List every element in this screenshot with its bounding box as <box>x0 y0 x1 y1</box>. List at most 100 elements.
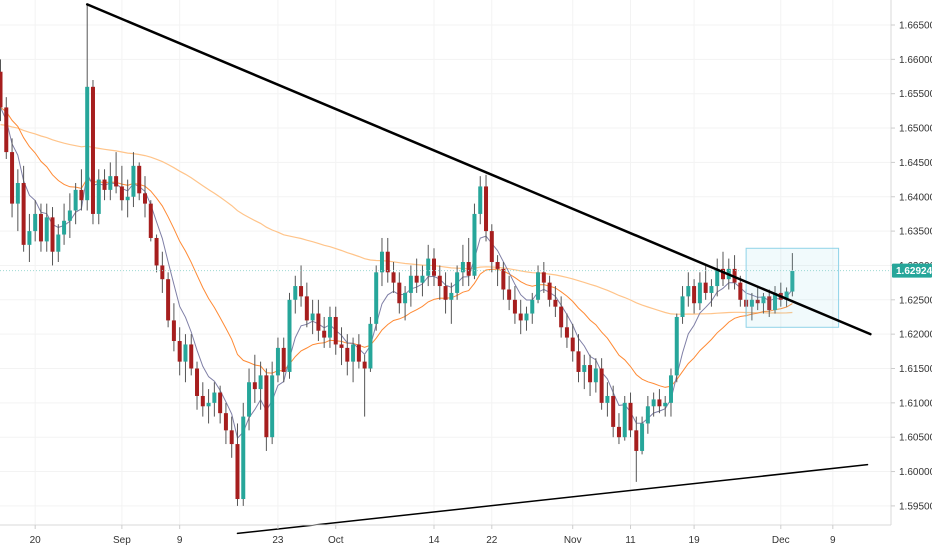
candle-body-down <box>0 71 3 108</box>
candle-body-up <box>270 375 275 438</box>
candle-body-down <box>316 313 321 331</box>
candle <box>125 179 130 218</box>
candle <box>628 392 633 438</box>
candle-body-up <box>622 402 627 438</box>
time-axis[interactable]: 20 Sep 9 23 Oct 14 22 Nov 11 19 Dec 9 <box>30 525 836 546</box>
candle <box>651 392 656 417</box>
candle-body-down <box>90 86 95 214</box>
candle <box>391 262 396 293</box>
candle <box>200 382 205 417</box>
candle-body-down <box>541 272 546 283</box>
candle <box>559 296 564 338</box>
time-tick-label: 19 <box>689 535 701 546</box>
candle-body-down <box>79 189 84 201</box>
candle <box>44 203 49 252</box>
drawing-annotations[interactable] <box>0 3 891 535</box>
candle <box>247 368 252 431</box>
candle <box>611 385 616 438</box>
candle-body-up <box>426 258 431 276</box>
candle <box>137 162 142 201</box>
candle-body-up <box>293 286 298 300</box>
candle <box>114 152 119 194</box>
candle <box>773 286 778 314</box>
candle <box>374 265 379 331</box>
price-tick-label: 1.66000 <box>899 55 932 66</box>
candle <box>605 382 610 417</box>
candle <box>582 354 587 390</box>
candle <box>657 389 662 414</box>
candle-body-down <box>119 186 124 201</box>
candle <box>570 323 575 362</box>
candle <box>218 385 223 424</box>
candle <box>622 395 627 441</box>
candle-body-up <box>56 234 61 252</box>
candle-body-up <box>773 292 778 311</box>
candle-body-up <box>697 282 702 304</box>
candle-body-up <box>749 299 754 307</box>
price-tick-label: 1.64500 <box>899 158 932 169</box>
candle <box>27 213 32 263</box>
candle <box>472 203 477 280</box>
candle <box>512 286 517 324</box>
candle <box>85 4 90 211</box>
candle <box>96 169 101 225</box>
candle-body-up <box>460 262 465 273</box>
candle <box>553 286 558 317</box>
price-tick-label: 1.61000 <box>899 398 932 409</box>
candle <box>518 299 523 335</box>
candle-body-down <box>154 237 159 266</box>
last-price-value: 1.62924 <box>896 266 932 277</box>
candle <box>275 337 280 383</box>
price-tick-label: 1.64000 <box>899 192 932 203</box>
candle <box>484 174 489 242</box>
candle <box>616 413 621 445</box>
candle-body-up <box>761 296 766 304</box>
candle-body-up <box>645 406 650 424</box>
time-tick-label: 9 <box>830 535 836 546</box>
candle-body-up <box>258 375 263 390</box>
candle-body-down <box>160 265 165 280</box>
price-tick-label: 1.65000 <box>899 124 932 135</box>
candle-body-down <box>489 231 494 263</box>
rising-trendline[interactable] <box>236 463 869 535</box>
time-tick-label: 22 <box>486 535 498 546</box>
candle <box>38 203 43 252</box>
candle-body-up <box>663 402 668 407</box>
candle <box>541 262 546 293</box>
time-tick-label: 23 <box>272 535 284 546</box>
candle <box>189 334 194 376</box>
candle-body-up <box>15 183 20 204</box>
candle <box>524 306 529 331</box>
price-tick-label: 1.65500 <box>899 89 932 100</box>
candle <box>495 255 500 287</box>
candle-body-up <box>125 196 130 201</box>
price-tick-label: 1.62500 <box>899 295 932 306</box>
candle <box>56 224 61 263</box>
time-tick-label: Dec <box>772 535 790 546</box>
candle-body-up <box>530 299 535 314</box>
candle-body-down <box>484 186 489 232</box>
candle-body-up <box>686 286 691 297</box>
candle-body-up <box>449 292 454 300</box>
candle <box>356 334 361 369</box>
candle-body-down <box>189 344 194 369</box>
candle-body-down <box>570 337 575 352</box>
candle-body-down <box>501 268 506 290</box>
candle <box>241 402 246 506</box>
candle <box>108 162 113 201</box>
candle-body-up <box>247 382 252 417</box>
candle-body-down <box>385 251 390 273</box>
candle-body-down <box>559 306 564 328</box>
candle <box>206 389 211 424</box>
descending-trendline[interactable] <box>85 3 872 336</box>
candle <box>304 282 309 328</box>
candle-body-up <box>241 416 246 500</box>
candle <box>680 286 685 324</box>
candle-body-down <box>235 444 240 500</box>
candle <box>460 244 465 287</box>
time-tick-label: Nov <box>564 535 582 546</box>
candle-body-up <box>351 344 356 362</box>
price-tick-label: 1.60500 <box>899 433 932 444</box>
